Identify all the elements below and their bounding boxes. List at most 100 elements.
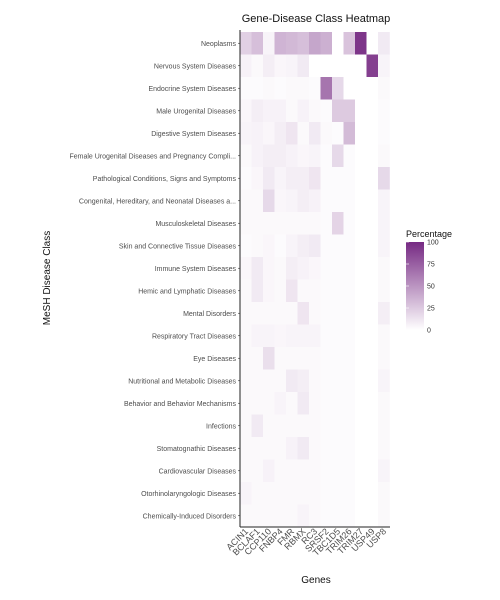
heatmap-cell xyxy=(343,257,356,280)
heatmap-cell xyxy=(263,54,275,78)
heatmap-cell xyxy=(297,302,310,325)
heatmap-cell xyxy=(251,144,264,168)
heatmap-cell xyxy=(332,279,344,303)
heatmap-cell xyxy=(286,437,298,460)
heatmap-cell xyxy=(343,369,356,393)
heatmap-cell xyxy=(263,279,275,303)
heatmap-cell xyxy=(240,77,252,100)
heatmap-cell xyxy=(366,392,379,415)
heatmap-cell xyxy=(286,347,298,370)
heatmap-cell xyxy=(378,144,390,168)
heatmap-cell xyxy=(343,347,356,370)
heatmap-cell xyxy=(309,482,321,505)
heatmap-cell xyxy=(343,189,356,213)
heatmap-cell xyxy=(251,437,264,460)
heatmap-cell xyxy=(355,122,367,145)
heatmap-cell xyxy=(309,234,321,258)
heatmap-cell xyxy=(355,392,367,415)
heatmap-cell xyxy=(274,302,287,325)
heatmap-cell xyxy=(309,504,321,528)
heatmap-cell xyxy=(309,212,321,235)
y-tick-label: Behavior and Behavior Mechanisms xyxy=(124,401,237,408)
heatmap-cell xyxy=(286,77,298,100)
heatmap-cell xyxy=(274,54,287,78)
y-tick-label: Female Urogenital Diseases and Pregnancy… xyxy=(69,153,236,160)
heatmap-cell xyxy=(297,347,310,370)
y-tick-label: Nervous System Diseases xyxy=(154,63,237,70)
heatmap-cell xyxy=(286,279,298,303)
heatmap-cell xyxy=(251,347,264,370)
heatmap-cell xyxy=(274,369,287,393)
heatmap-cell xyxy=(378,482,390,505)
x-axis-title: Genes xyxy=(301,575,330,586)
heatmap-cell xyxy=(343,437,356,460)
heatmap-cell xyxy=(320,167,333,190)
heatmap-cell xyxy=(366,504,379,528)
heatmap-cell xyxy=(320,144,333,168)
heatmap-cell xyxy=(355,279,367,303)
heatmap-cell xyxy=(297,482,310,505)
heatmap-cell xyxy=(366,324,379,348)
heatmap-cell xyxy=(378,77,390,100)
heatmap-cell xyxy=(332,122,344,145)
heatmap-cell xyxy=(378,32,390,55)
heatmap-cell xyxy=(309,189,321,213)
legend-tick-label: 0 xyxy=(427,328,431,335)
heatmap-cell xyxy=(263,324,275,348)
heatmap-cell xyxy=(297,369,310,393)
heatmap-cell xyxy=(366,257,379,280)
heatmap-cell xyxy=(332,459,344,483)
heatmap-cell xyxy=(274,99,287,123)
heatmap-cell xyxy=(355,347,367,370)
y-tick-label: Congenital, Hereditary, and Neonatal Dis… xyxy=(79,198,236,205)
heatmap-cell xyxy=(343,212,356,235)
heatmap-cell xyxy=(355,77,367,100)
heatmap-cell xyxy=(355,189,367,213)
legend-tick-label: 25 xyxy=(427,306,435,313)
heatmap-cell xyxy=(274,482,287,505)
heatmap-cell xyxy=(332,212,344,235)
heatmap-cell xyxy=(355,504,367,528)
heatmap-cell xyxy=(366,54,379,78)
y-tick-label: Hemic and Lymphatic Diseases xyxy=(138,288,236,295)
heatmap-cell xyxy=(240,234,252,258)
heatmap-cell xyxy=(309,167,321,190)
heatmap-cell xyxy=(320,414,333,438)
heatmap-cell xyxy=(263,189,275,213)
heatmap-cell xyxy=(366,144,379,168)
heatmap-cell xyxy=(263,414,275,438)
heatmap-cell xyxy=(320,324,333,348)
heatmap-cell xyxy=(366,99,379,123)
heatmap-cell xyxy=(332,482,344,505)
heatmap-cell xyxy=(378,504,390,528)
heatmap-cell xyxy=(263,167,275,190)
heatmap-cell xyxy=(366,482,379,505)
heatmap-cell xyxy=(378,392,390,415)
heatmap-cell xyxy=(286,54,298,78)
heatmap-cell xyxy=(274,414,287,438)
heatmap-cell xyxy=(240,459,252,483)
heatmap-cell xyxy=(297,99,310,123)
heatmap-cell xyxy=(274,504,287,528)
heatmap-cell xyxy=(263,504,275,528)
heatmap-cell xyxy=(240,257,252,280)
heatmap-cell xyxy=(251,279,264,303)
heatmap-cell xyxy=(286,324,298,348)
heatmap-cell xyxy=(355,257,367,280)
heatmap-cell xyxy=(251,32,264,55)
heatmap-cell xyxy=(320,122,333,145)
heatmap-cell xyxy=(378,369,390,393)
heatmap-cell xyxy=(332,99,344,123)
y-axis-title: MeSH Disease Class xyxy=(42,231,53,325)
heatmap-cell xyxy=(240,369,252,393)
y-tick-label: Skin and Connective Tissue Diseases xyxy=(119,243,237,250)
heatmap-cell xyxy=(263,369,275,393)
heatmap-cell xyxy=(297,212,310,235)
heatmap-cell xyxy=(320,77,333,100)
heatmap-cell xyxy=(297,32,310,55)
heatmap-cell xyxy=(378,122,390,145)
heatmap-cell xyxy=(251,54,264,78)
heatmap-cell xyxy=(286,302,298,325)
heatmap-cell xyxy=(274,459,287,483)
